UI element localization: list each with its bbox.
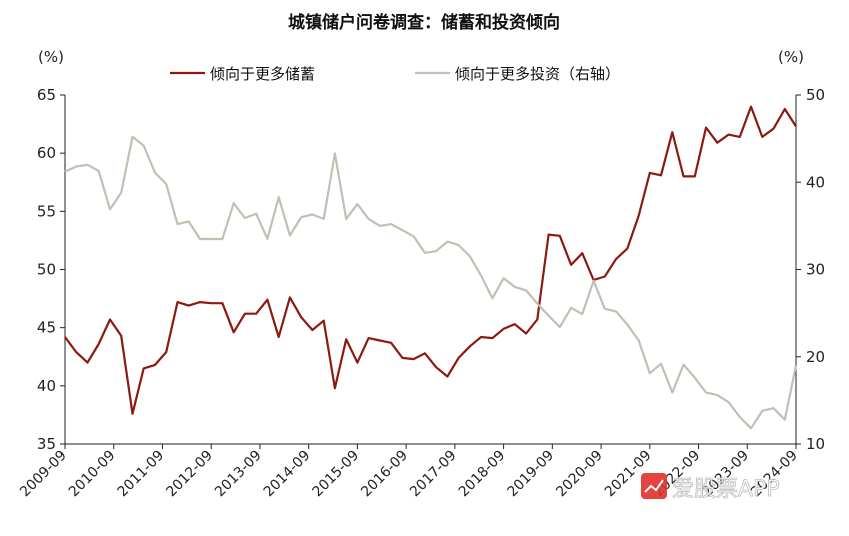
watermark: 爱股票APP [641,473,780,502]
right-y-tick-label: 20 [806,348,825,366]
right-y-tick-label: 30 [806,261,825,279]
series-line-saving [64,105,797,415]
x-tick-label: 2011-09 [115,448,168,501]
x-tick-label: 2010-09 [66,448,119,501]
x-tick-label: 2016-09 [358,448,411,501]
x-tick-label: 2015-09 [310,448,363,501]
x-tick-label: 2017-09 [407,448,460,501]
left-y-tick-label: 55 [37,202,56,220]
x-tick-label: 2018-09 [456,448,509,501]
x-tick-label: 2009-09 [17,448,70,501]
left-y-tick-label: 40 [37,377,56,395]
right-axis-unit: (%) [778,48,804,66]
x-tick-label: 2012-09 [163,448,216,501]
right-y-tick-label: 40 [806,173,825,191]
x-tick-label: 2020-09 [553,448,606,501]
right-y-tick-label: 10 [806,435,825,453]
left-axis-unit: (%) [38,48,64,66]
x-tick-label: 2014-09 [261,448,314,501]
series-group [64,105,798,430]
axes-group: 3540455055606510203040502009-092010-0920… [17,86,825,500]
watermark-text: 爱股票APP [672,477,780,502]
chart-title: 城镇储户问卷调查：储蓄和投资倾向 [288,12,560,33]
watermark-logo [641,473,667,499]
left-y-tick-label: 45 [37,319,56,337]
left-y-tick-label: 60 [37,144,56,162]
left-y-tick-label: 65 [37,86,56,104]
watermark-logo-chart-icon [644,479,664,493]
left-y-tick-label: 50 [37,261,56,279]
x-tick-label: 2019-09 [504,448,557,501]
legend-label-investing: 倾向于更多投资（右轴） [455,65,620,83]
legend-label-saving: 倾向于更多储蓄 [210,65,315,83]
series-line-investing [64,135,798,430]
right-y-tick-label: 50 [806,86,825,104]
x-tick-label: 2013-09 [212,448,265,501]
left-y-tick-label: 35 [37,435,56,453]
